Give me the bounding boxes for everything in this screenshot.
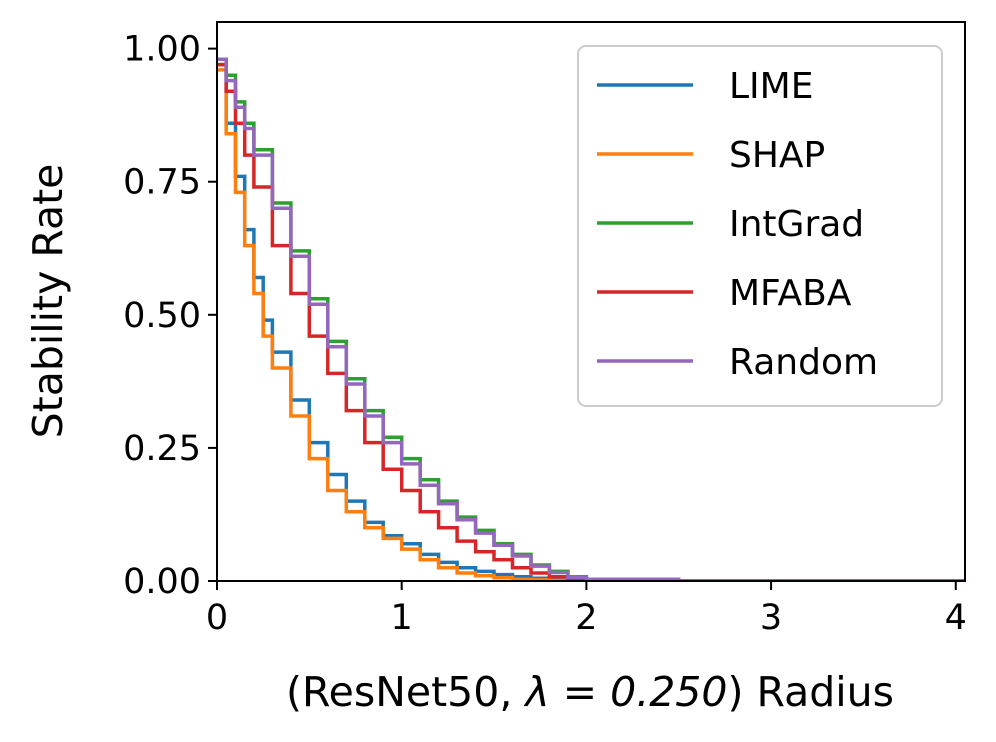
legend-label-mfaba: MFABA (729, 273, 852, 314)
y-tick-label: 0.25 (123, 429, 201, 469)
y-tick-label: 0.75 (123, 163, 201, 203)
x-axis-label-suffix: ) Radius (727, 668, 894, 716)
x-axis-label-prefix: (ResNet50, (286, 668, 525, 716)
x-tick-label: 4 (945, 598, 967, 638)
legend-label-shap: SHAP (729, 135, 825, 176)
y-axis: 0.00 0.25 0.50 0.75 1.00 (123, 30, 217, 602)
x-tick-label: 2 (575, 598, 597, 638)
plot-series (217, 57, 965, 581)
y-tick-label: 1.00 (123, 30, 201, 70)
plot-frame (216, 21, 966, 582)
series-line-shap (217, 68, 965, 581)
x-axis: 0 1 2 3 4 (206, 581, 967, 638)
x-axis-label-lambda: λ = 0.250 (523, 668, 727, 716)
legend-label-lime: LIME (729, 66, 813, 107)
legend-label-intgrad: IntGrad (729, 204, 864, 245)
x-axis-label: (ResNet50, λ = 0.250) Radius (286, 668, 894, 716)
y-tick-label: 0.50 (123, 296, 201, 336)
legend-label-random: Random (729, 342, 878, 383)
x-tick-label: 1 (391, 598, 413, 638)
legend-box (577, 45, 943, 407)
y-tick-label: 0.00 (123, 562, 201, 602)
series-line-random (217, 57, 965, 581)
x-tick-label: 0 (206, 598, 228, 638)
x-tick-label: 3 (760, 598, 782, 638)
y-axis-label: Stability Rate (24, 164, 72, 439)
legend: LIME SHAP IntGrad MFABA Random (577, 45, 943, 407)
